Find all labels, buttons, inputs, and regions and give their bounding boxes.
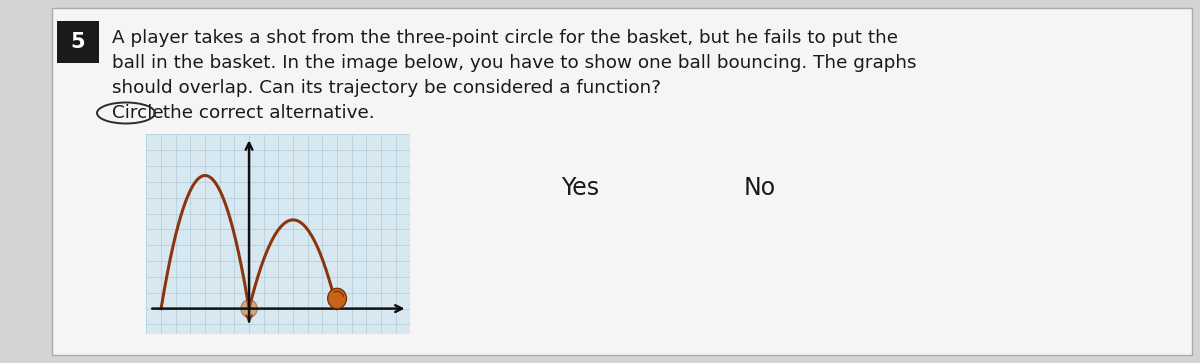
Text: Circle: Circle	[112, 104, 163, 122]
Circle shape	[328, 288, 347, 309]
Circle shape	[241, 300, 257, 318]
Text: the correct alternative.: the correct alternative.	[157, 104, 374, 122]
Text: 5: 5	[71, 32, 85, 52]
Text: No: No	[744, 176, 776, 200]
Text: Yes: Yes	[560, 176, 599, 200]
Text: should overlap. Can its trajectory be considered a function?: should overlap. Can its trajectory be co…	[112, 79, 661, 97]
FancyBboxPatch shape	[52, 8, 1192, 355]
FancyBboxPatch shape	[58, 21, 98, 63]
Text: ball in the basket. In the image below, you have to show one ball bouncing. The : ball in the basket. In the image below, …	[112, 54, 917, 72]
Text: A player takes a shot from the three-point circle for the basket, but he fails t: A player takes a shot from the three-poi…	[112, 29, 898, 47]
